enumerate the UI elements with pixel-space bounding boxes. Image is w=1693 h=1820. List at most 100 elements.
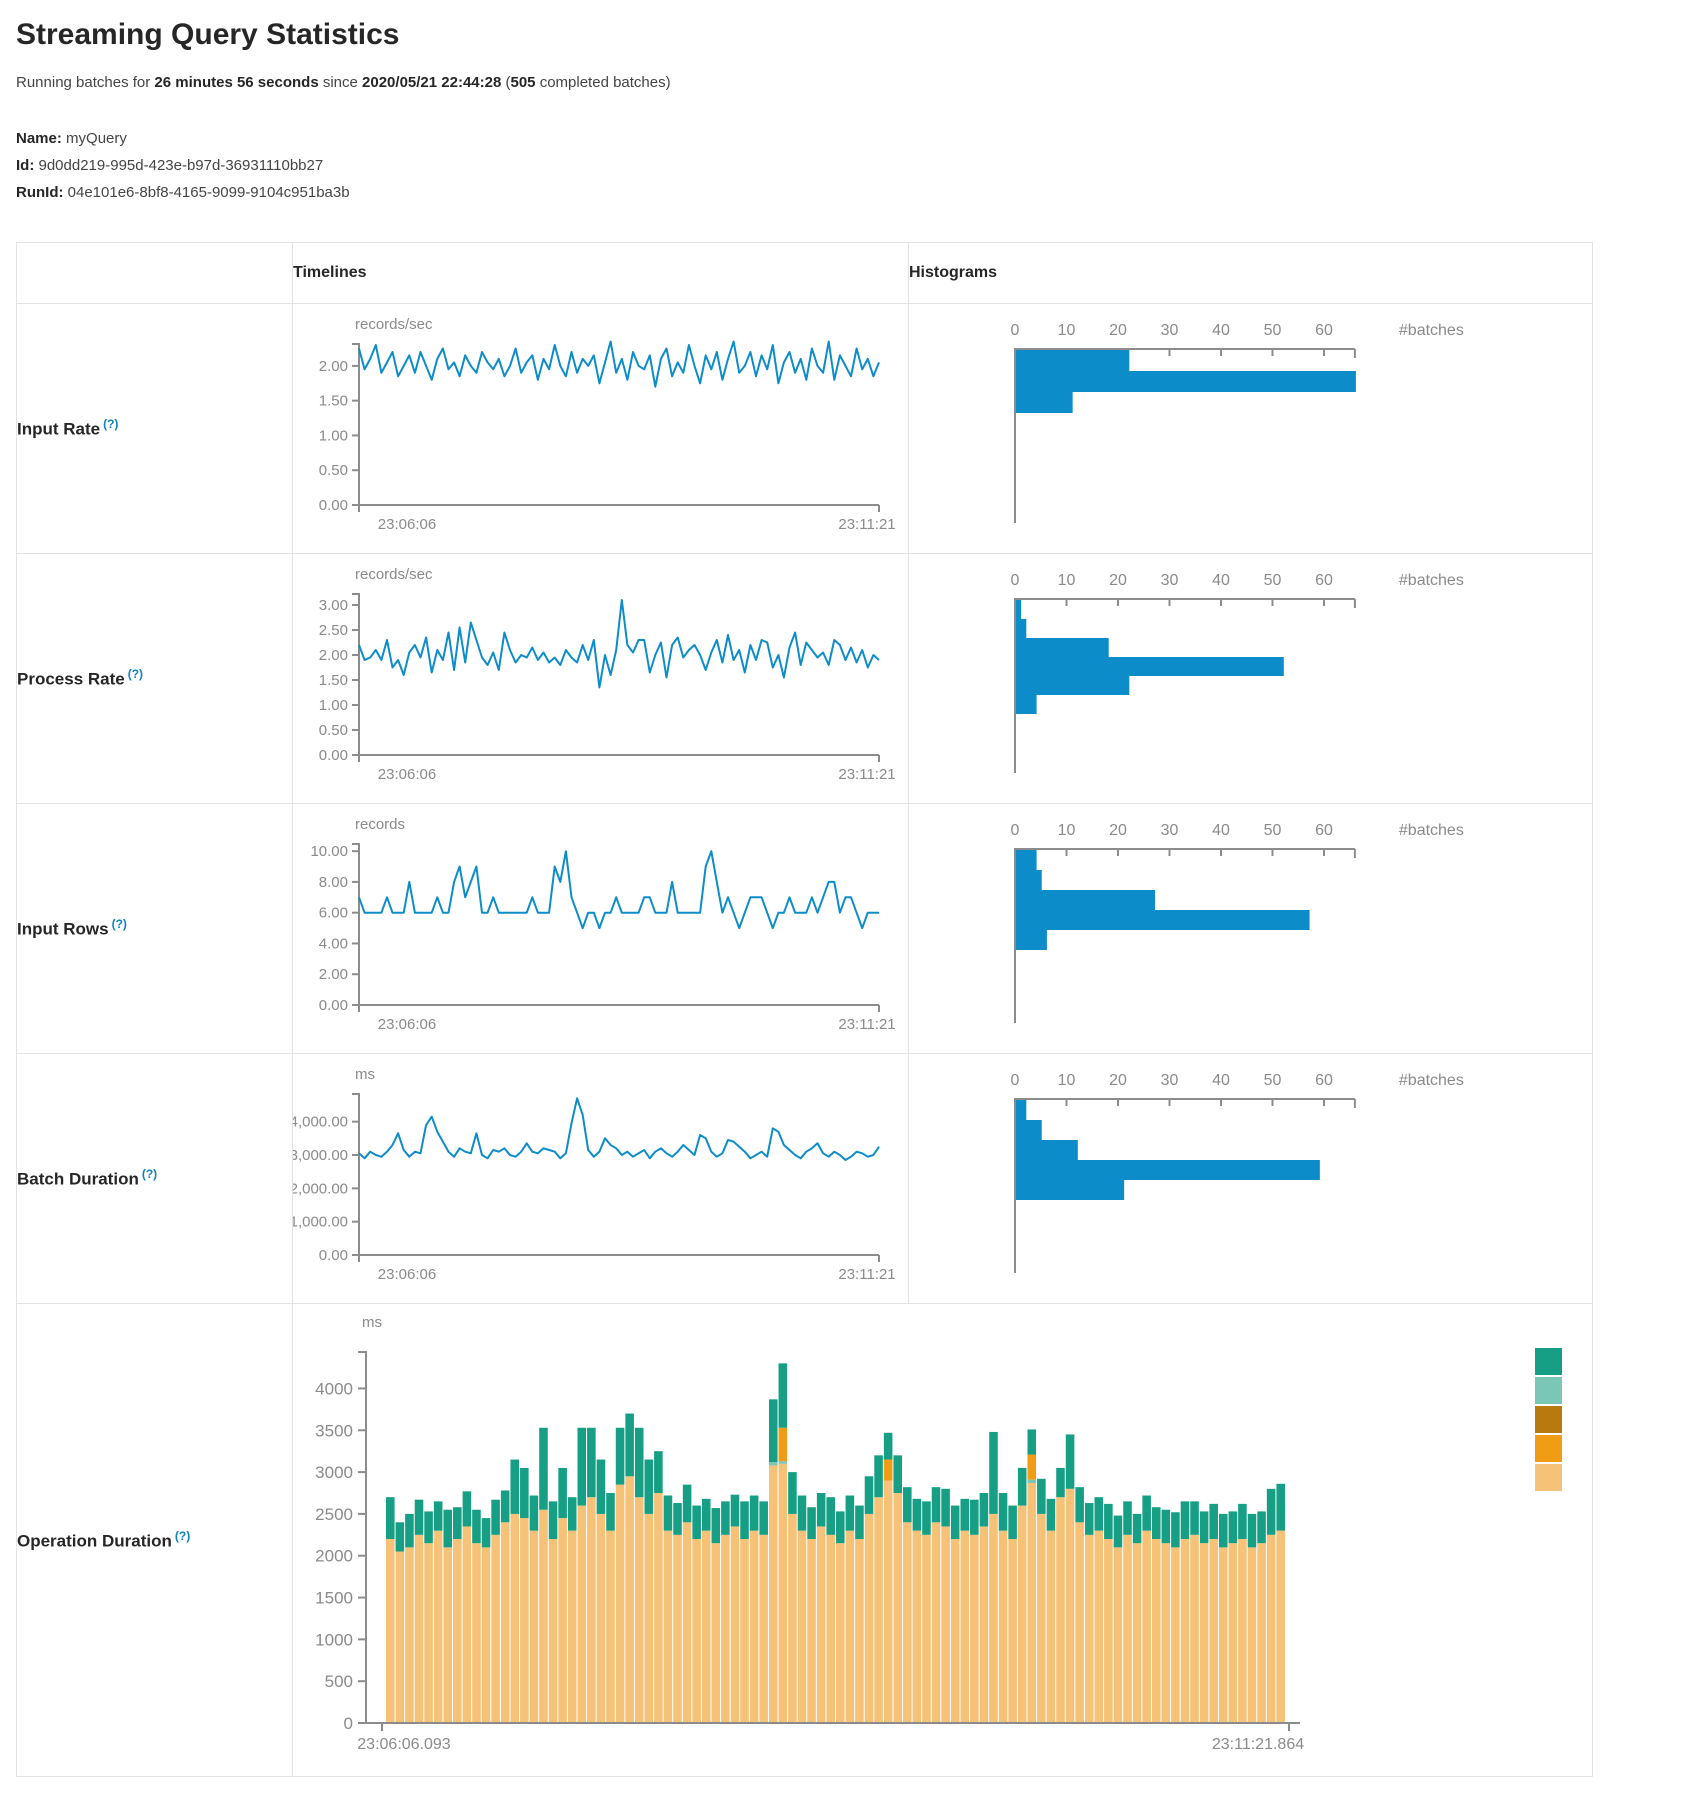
svg-text:30: 30 — [1161, 1072, 1179, 1089]
input-rows-timeline-chart: records 0.00 2.00 4.00 6.00 8.00 10.00 23:06:06… — [310, 816, 895, 1033]
svg-text:0.00: 0.00 — [319, 1247, 348, 1264]
legend-swatch-2 — [1535, 1406, 1562, 1433]
svg-text:30: 30 — [1161, 822, 1179, 839]
query-id-line: Id: 9d0dd219-995d-423e-b97d-36931110bb27 — [16, 152, 1677, 179]
svg-text:1.00: 1.00 — [319, 697, 348, 714]
svg-text:#batches: #batches — [1399, 1072, 1464, 1089]
svg-text:4000: 4000 — [315, 1379, 353, 1398]
operation-duration-legend — [1535, 1348, 1565, 1493]
svg-text:20: 20 — [1109, 1072, 1127, 1089]
svg-text:1,000.00: 1,000.00 — [293, 1213, 348, 1230]
svg-text:records: records — [355, 816, 405, 833]
svg-text:records/sec: records/sec — [355, 316, 433, 333]
statistics-table: Timelines Histograms Input Rate (?) recor… — [16, 242, 1593, 1777]
summary-prefix: Running batches for — [16, 74, 155, 91]
svg-text:60: 60 — [1315, 822, 1333, 839]
summary-paren: ( — [501, 74, 511, 91]
table-row-batch-duration: Batch Duration (?) ms 0.00 1,000.00 2,000.00… — [16, 1053, 1593, 1304]
table-header-row: Timelines Histograms — [16, 242, 1593, 304]
svg-text:50: 50 — [1264, 822, 1282, 839]
running-batches-summary: Running batches for 26 minutes 56 second… — [16, 74, 1677, 91]
svg-text:23:06:06: 23:06:06 — [378, 1266, 436, 1283]
svg-text:10: 10 — [1058, 822, 1076, 839]
svg-text:60: 60 — [1315, 1072, 1333, 1089]
svg-text:23:11:21: 23:11:21 — [838, 1016, 895, 1033]
svg-text:3,000.00: 3,000.00 — [293, 1147, 348, 1164]
process-rate-histogram-chart: 0 10 20 30 40 50 60 #batches — [1011, 572, 1464, 773]
svg-text:60: 60 — [1315, 322, 1333, 339]
svg-text:3500: 3500 — [315, 1421, 353, 1440]
svg-text:1000: 1000 — [315, 1630, 353, 1649]
summary-since: since — [318, 74, 363, 91]
svg-text:ms: ms — [355, 1066, 375, 1083]
svg-text:23:06:06.093: 23:06:06.093 — [357, 1736, 451, 1753]
svg-text:10: 10 — [1058, 572, 1076, 589]
svg-text:23:06:06: 23:06:06 — [378, 1016, 436, 1033]
batch-duration-histogram-chart: 0 10 20 30 40 50 60 #batches — [1011, 1072, 1464, 1273]
svg-text:23:11:21: 23:11:21 — [838, 766, 895, 783]
svg-text:8.00: 8.00 — [319, 873, 348, 890]
svg-text:0.00: 0.00 — [319, 747, 348, 764]
svg-text:0: 0 — [1011, 822, 1020, 839]
svg-text:40: 40 — [1212, 822, 1230, 839]
svg-text:2500: 2500 — [315, 1505, 353, 1524]
svg-text:10: 10 — [1058, 1072, 1076, 1089]
svg-text:50: 50 — [1264, 1072, 1282, 1089]
svg-text:1500: 1500 — [315, 1589, 353, 1608]
svg-text:40: 40 — [1212, 1072, 1230, 1089]
svg-text:10: 10 — [1058, 322, 1076, 339]
svg-text:500: 500 — [325, 1672, 353, 1691]
svg-text:ms: ms — [362, 1314, 382, 1331]
help-icon-process-rate[interactable]: (?) — [127, 667, 144, 682]
svg-text:3000: 3000 — [315, 1463, 353, 1482]
running-duration: 26 minutes 56 seconds — [154, 74, 319, 91]
query-runid-label: RunId: — [16, 184, 64, 201]
svg-text:10.00: 10.00 — [310, 843, 348, 860]
svg-text:40: 40 — [1212, 572, 1230, 589]
svg-text:60: 60 — [1315, 572, 1333, 589]
batch-duration-timeline-chart: ms 0.00 1,000.00 2,000.00 3,000.00 4,000.00 23… — [293, 1066, 896, 1283]
svg-text:0.00: 0.00 — [319, 997, 348, 1014]
svg-text:6.00: 6.00 — [319, 904, 348, 921]
empty-header-cell — [16, 242, 293, 304]
svg-text:23:11:21.864: 23:11:21.864 — [1212, 1736, 1304, 1753]
query-id-value: 9d0dd219-995d-423e-b97d-36931110bb27 — [38, 157, 324, 174]
query-name-label: Name: — [16, 130, 62, 147]
svg-text:30: 30 — [1161, 572, 1179, 589]
query-name-line: Name: myQuery — [16, 125, 1677, 152]
svg-text:23:06:06: 23:06:06 — [378, 766, 436, 783]
svg-text:#batches: #batches — [1399, 822, 1464, 839]
table-row-input-rate: Input Rate (?) records/sec 0.00 0.50 1.00 1.5… — [16, 303, 1593, 554]
svg-text:23:11:21: 23:11:21 — [838, 1266, 895, 1283]
help-icon-input-rate[interactable]: (?) — [103, 417, 119, 432]
page-title: Streaming Query Statistics — [16, 18, 400, 51]
legend-swatch-4 — [1535, 1464, 1562, 1491]
svg-text:0.50: 0.50 — [319, 462, 348, 479]
svg-text:2.00: 2.00 — [319, 966, 348, 983]
summary-suffix: completed batches) — [535, 74, 671, 91]
table-row-operation-duration: Operation Duration (?) ms 0 500 1000 1500 2000… — [16, 1303, 1593, 1777]
svg-text:2.00: 2.00 — [319, 647, 348, 664]
input-rate-timeline-chart: records/sec 0.00 0.50 1.00 1.50 2.00 23:06:06 2… — [319, 316, 896, 533]
process-rate-timeline-chart: records/sec 0.00 0.50 1.00 1.50 2.00 2.50 3.00 2… — [319, 566, 896, 783]
operation-duration-stacked-chart: ms 0 500 1000 1500 2000 2500 3000 3500 4000 23:06:… — [315, 1314, 1304, 1753]
row-label-batch-duration: Batch Duration — [17, 1169, 139, 1189]
svg-text:23:06:06: 23:06:06 — [378, 516, 436, 533]
col-header-histograms: Histograms — [908, 242, 1593, 304]
help-icon-input-rows[interactable]: (?) — [111, 917, 127, 932]
start-timestamp: 2020/05/21 22:44:28 — [362, 74, 502, 91]
svg-text:0: 0 — [1011, 322, 1020, 339]
input-rate-histogram-chart: 0 10 20 30 40 50 60 #batches — [1011, 322, 1464, 523]
query-name-value: myQuery — [66, 130, 127, 147]
svg-text:20: 20 — [1109, 322, 1127, 339]
row-label-process-rate: Process Rate — [17, 669, 125, 689]
row-label-input-rows: Input Rows — [17, 919, 109, 939]
help-icon-batch-duration[interactable]: (?) — [141, 1167, 158, 1182]
svg-text:0: 0 — [344, 1714, 353, 1733]
svg-text:2.50: 2.50 — [319, 622, 348, 639]
svg-text:3.00: 3.00 — [319, 597, 348, 614]
svg-text:0: 0 — [1011, 1072, 1020, 1089]
svg-text:1.50: 1.50 — [319, 392, 348, 409]
help-icon-operation-duration[interactable]: (?) — [174, 1528, 191, 1543]
svg-text:records/sec: records/sec — [355, 566, 433, 583]
